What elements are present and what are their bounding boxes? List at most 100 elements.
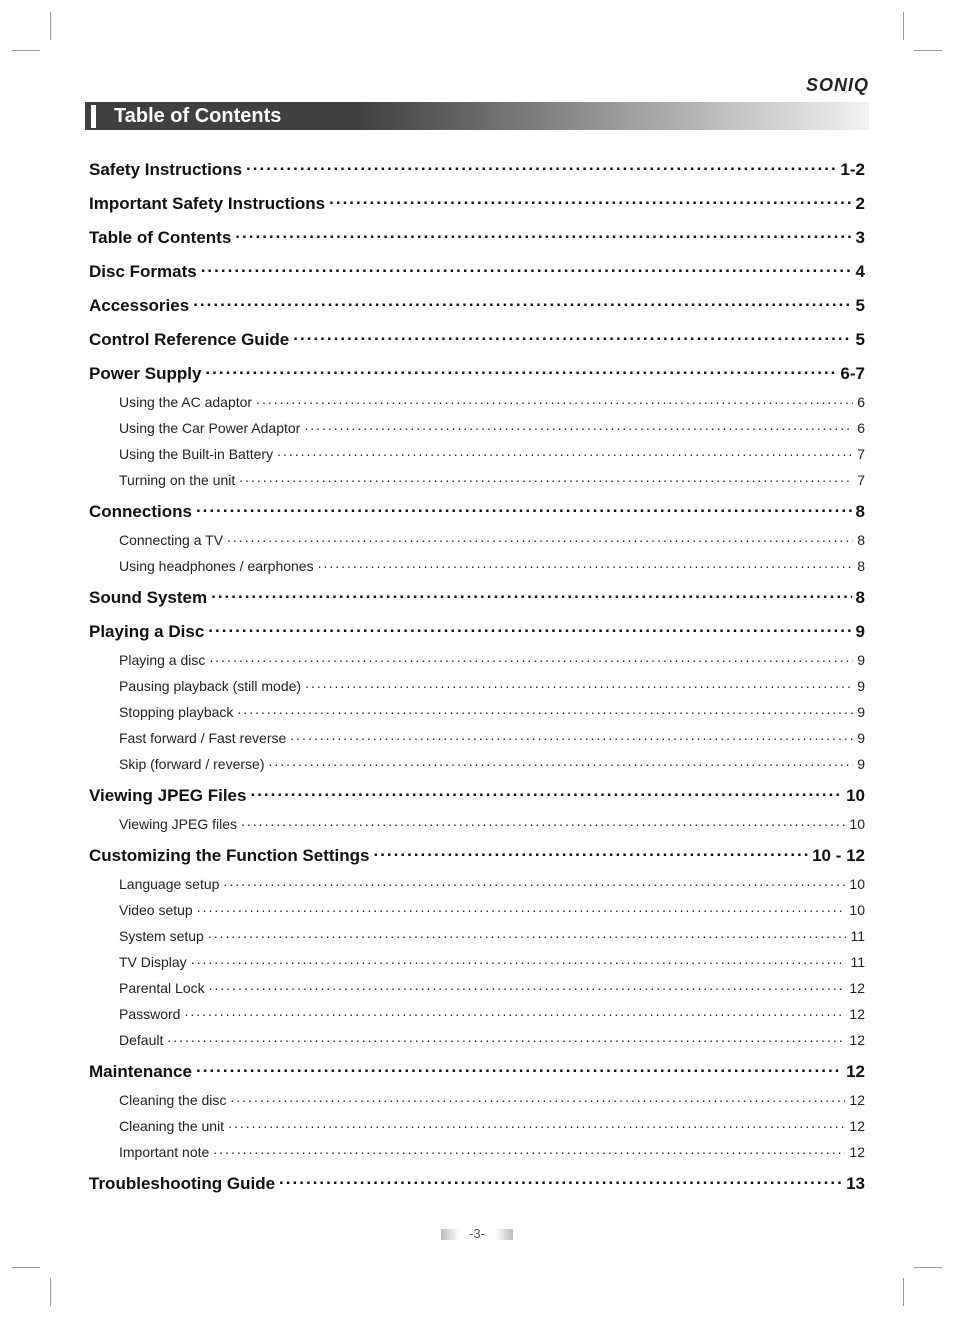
- toc-dot-leader: [230, 1091, 845, 1105]
- toc-entry-sub: Default12: [89, 1031, 865, 1048]
- toc-dot-leader: [209, 979, 846, 993]
- toc-dot-leader: [237, 703, 853, 717]
- toc-entry-page: 3: [852, 228, 865, 248]
- toc-entry-title: Turning on the unit: [119, 472, 239, 488]
- toc-dot-leader: [208, 927, 847, 941]
- toc-entry-title: Maintenance: [89, 1062, 196, 1082]
- toc-entry-main: Accessories 5: [89, 294, 865, 316]
- toc-entry-page: 12: [845, 1092, 865, 1108]
- toc-entry-title: Accessories: [89, 296, 193, 316]
- toc-entry-main: Disc Formats4: [89, 260, 865, 282]
- toc-entry-sub: Pausing playback (still mode)9: [89, 677, 865, 694]
- toc-entry-page: 5: [852, 296, 865, 316]
- toc-dot-leader: [201, 260, 852, 277]
- toc-entry-title: Connections: [89, 502, 196, 522]
- toc-entry-page: 6: [853, 420, 865, 436]
- toc-entry-page: 1-2: [836, 160, 865, 180]
- toc-entry-title: Using the Built-in Battery: [119, 446, 277, 462]
- toc-dot-leader: [213, 1143, 845, 1157]
- page: SONIQ Table of Contents Safety Instructi…: [55, 55, 899, 1263]
- toc-entry-sub: Password12: [89, 1005, 865, 1022]
- brand-logo: SONIQ: [85, 75, 869, 96]
- table-of-contents: Safety Instructions1-2Important Safety I…: [85, 158, 869, 1194]
- toc-dot-leader: [167, 1031, 845, 1045]
- toc-entry-title: System setup: [119, 928, 208, 944]
- page-number-text: -3-: [469, 1226, 485, 1241]
- toc-dot-leader: [196, 500, 852, 517]
- toc-entry-title: Disc Formats: [89, 262, 201, 282]
- toc-dot-leader: [318, 557, 854, 571]
- toc-entry-main: Customizing the Function Settings 10 - 12: [89, 844, 865, 866]
- page-number-ornament-right: [495, 1229, 513, 1240]
- crop-mark: [12, 1267, 40, 1268]
- toc-entry-title: Using the Car Power Adaptor: [119, 420, 304, 436]
- toc-entry-main: Maintenance12: [89, 1060, 865, 1082]
- toc-entry-title: Cleaning the disc: [119, 1092, 230, 1108]
- toc-entry-main: Important Safety Instructions2: [89, 192, 865, 214]
- toc-entry-title: Viewing JPEG files: [119, 816, 241, 832]
- toc-entry-title: Using the AC adaptor: [119, 394, 256, 410]
- toc-entry-main: Control Reference Guide 5: [89, 328, 865, 350]
- toc-entry-page: 9: [853, 756, 865, 772]
- crop-mark: [50, 12, 51, 40]
- toc-entry-main: Playing a Disc9: [89, 620, 865, 642]
- toc-dot-leader: [235, 226, 851, 243]
- toc-entry-main: Table of Contents3: [89, 226, 865, 248]
- toc-entry-title: TV Display: [119, 954, 191, 970]
- toc-entry-page: 10: [845, 902, 865, 918]
- toc-dot-leader: [373, 844, 808, 861]
- toc-entry-page: 10 - 12: [808, 846, 865, 866]
- toc-dot-leader: [211, 586, 851, 603]
- toc-entry-sub: Parental Lock 12: [89, 979, 865, 996]
- toc-entry-page: 9: [853, 704, 865, 720]
- toc-entry-sub: System setup 11: [89, 927, 865, 944]
- crop-mark: [914, 1267, 942, 1268]
- toc-entry-sub: Cleaning the disc 12: [89, 1091, 865, 1108]
- toc-entry-main: Viewing JPEG Files10: [89, 784, 865, 806]
- toc-entry-title: Playing a disc: [119, 652, 209, 668]
- toc-dot-leader: [290, 729, 853, 743]
- toc-entry-sub: Using the AC adaptor 6: [89, 393, 865, 410]
- toc-dot-leader: [193, 294, 851, 311]
- toc-entry-title: Video setup: [119, 902, 197, 918]
- toc-entry-page: 10: [845, 816, 865, 832]
- section-header-bar: Table of Contents: [85, 102, 869, 130]
- toc-dot-leader: [304, 419, 853, 433]
- toc-entry-page: 10: [845, 876, 865, 892]
- toc-entry-sub: Playing a disc9: [89, 651, 865, 668]
- toc-entry-title: Pausing playback (still mode): [119, 678, 305, 694]
- toc-entry-sub: Using headphones / earphones8: [89, 557, 865, 574]
- toc-dot-leader: [228, 1117, 845, 1131]
- toc-entry-title: Customizing the Function Settings: [89, 846, 373, 866]
- section-header-title: Table of Contents: [91, 105, 281, 128]
- toc-entry-sub: Connecting a TV 8: [89, 531, 865, 548]
- toc-entry-page: 11: [846, 954, 865, 970]
- toc-entry-page: 7: [853, 446, 865, 462]
- toc-entry-page: 5: [852, 330, 865, 350]
- toc-dot-leader: [279, 1172, 842, 1189]
- toc-entry-main: Connections8: [89, 500, 865, 522]
- toc-dot-leader: [227, 531, 853, 545]
- toc-entry-page: 8: [852, 588, 865, 608]
- crop-mark: [903, 1278, 904, 1306]
- toc-dot-leader: [241, 815, 845, 829]
- toc-entry-sub: Using the Car Power Adaptor 6: [89, 419, 865, 436]
- toc-entry-page: 6: [853, 394, 865, 410]
- toc-entry-page: 6-7: [836, 364, 865, 384]
- toc-entry-sub: Using the Built-in Battery 7: [89, 445, 865, 462]
- toc-entry-main: Power Supply6-7: [89, 362, 865, 384]
- toc-entry-title: Control Reference Guide: [89, 330, 293, 350]
- toc-entry-page: 12: [845, 1118, 865, 1134]
- toc-dot-leader: [239, 471, 853, 485]
- toc-entry-page: 11: [846, 928, 865, 944]
- toc-entry-page: 7: [853, 472, 865, 488]
- toc-entry-title: Connecting a TV: [119, 532, 227, 548]
- toc-entry-page: 12: [845, 1032, 865, 1048]
- toc-entry-page: 8: [853, 532, 865, 548]
- toc-entry-page: 12: [845, 1006, 865, 1022]
- toc-entry-title: Parental Lock: [119, 980, 209, 996]
- toc-dot-leader: [250, 784, 842, 801]
- toc-entry-page: 9: [852, 622, 865, 642]
- toc-entry-page: 12: [845, 980, 865, 996]
- toc-dot-leader: [329, 192, 851, 209]
